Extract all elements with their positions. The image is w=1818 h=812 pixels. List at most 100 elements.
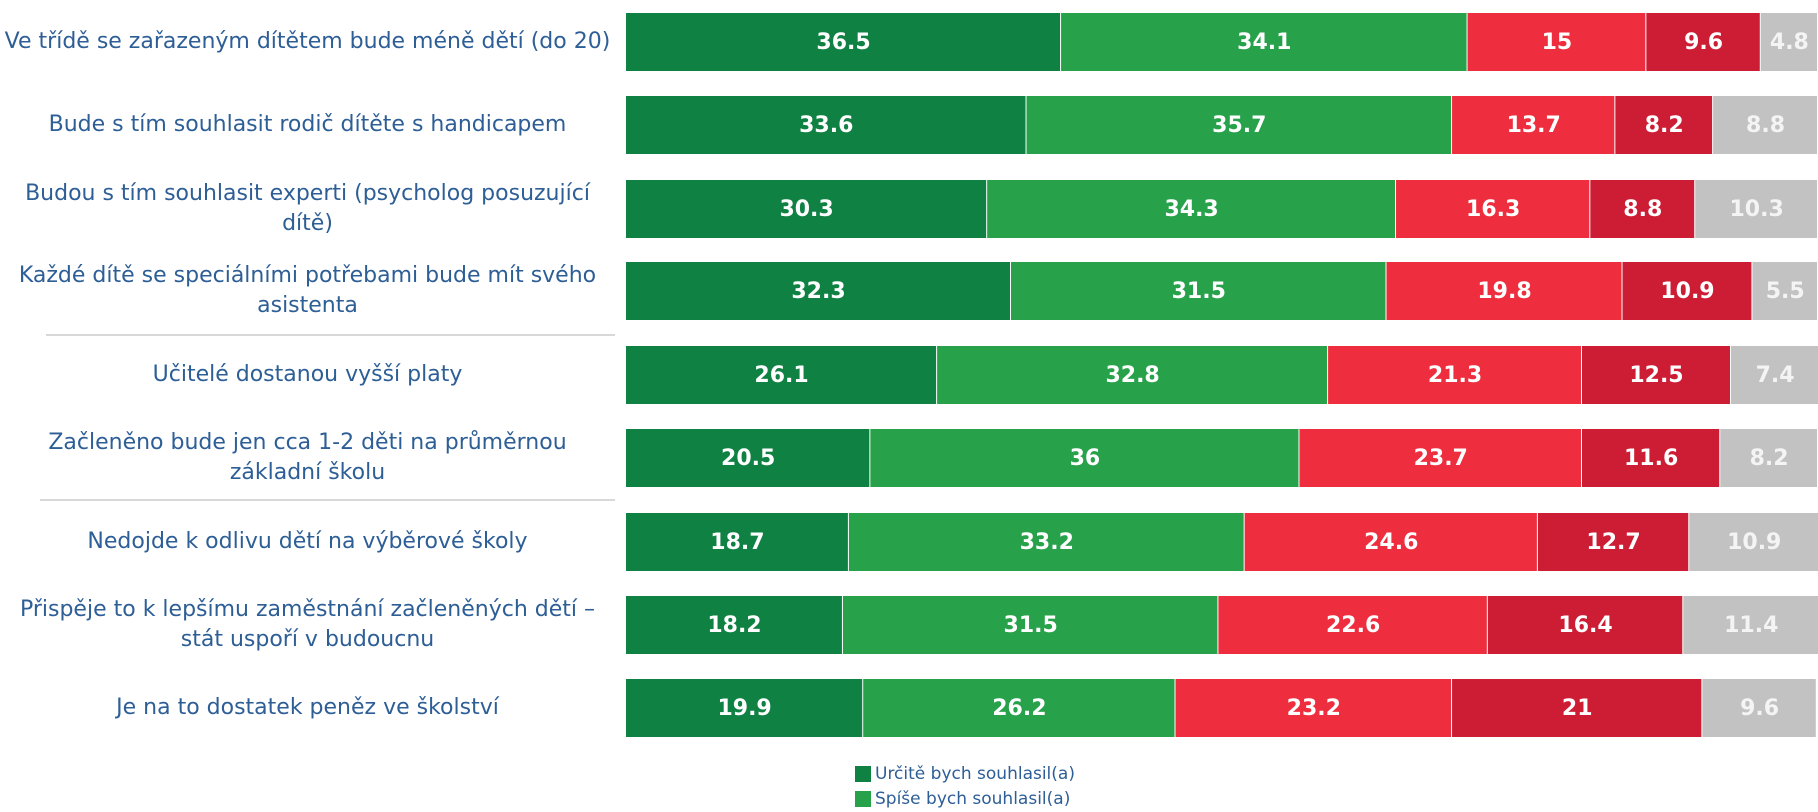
value-label: 30.3 (779, 197, 833, 222)
value-label: 22.6 (1326, 613, 1380, 638)
bar-segment (1299, 429, 1581, 487)
bar-segment (1175, 679, 1452, 737)
value-label: 21.3 (1428, 363, 1482, 388)
value-label: 5.5 (1766, 279, 1805, 304)
category-label: Budou s tím souhlasit experti (psycholog… (25, 181, 590, 236)
value-label: 8.8 (1623, 197, 1662, 222)
value-label: 31.5 (1172, 279, 1226, 304)
bar-segment (1581, 429, 1720, 487)
value-label: 4.8 (1770, 30, 1809, 55)
bar-segment (1026, 96, 1452, 154)
bar-segment (1061, 13, 1467, 71)
legend-item: Určitě bych souhlasil(a) (855, 764, 1075, 784)
category-label: Každé dítě se speciálními potřebami bude… (18, 263, 597, 318)
bar-segment (1537, 513, 1689, 571)
bar-segment (1467, 13, 1646, 71)
bar-segment (1396, 180, 1590, 238)
category-label: Ve třídě se zařazeným dítětem bude méně … (4, 29, 611, 54)
legend-label: Spíše bych souhlasil(a) (875, 789, 1071, 809)
bar-segment (1328, 346, 1581, 404)
value-label: 8.2 (1750, 446, 1789, 471)
value-label: 10.9 (1660, 279, 1714, 304)
value-label: 12.7 (1586, 530, 1640, 555)
value-label: 7.4 (1756, 363, 1795, 388)
value-label: 8.2 (1645, 113, 1684, 138)
bar-segment (842, 596, 1218, 654)
bar-segment (937, 346, 1328, 404)
bar-segment (848, 513, 1244, 571)
value-label: 36 (1070, 446, 1101, 471)
bar-segment (1386, 262, 1622, 320)
category-label: Přispěje to k lepšímu zaměstnání začleně… (19, 597, 596, 652)
legend-swatch (855, 791, 871, 807)
value-label: 15 (1542, 30, 1573, 55)
value-label: 10.9 (1727, 530, 1781, 555)
value-label: 34.1 (1237, 30, 1291, 55)
bar-segment (987, 180, 1396, 238)
value-label: 24.6 (1364, 530, 1418, 555)
category-label: Začleněno bude jen cca 1-2 děti na průmě… (48, 430, 567, 485)
bar-segment (1218, 596, 1487, 654)
bar-segment (626, 180, 987, 238)
value-label: 19.9 (717, 696, 771, 721)
bar-segment (1689, 513, 1818, 571)
value-label: 26.1 (754, 363, 808, 388)
bar-segment (1622, 262, 1752, 320)
bar-segment (626, 513, 848, 571)
value-label: 8.8 (1746, 113, 1785, 138)
value-label: 34.3 (1164, 197, 1218, 222)
value-label: 23.2 (1287, 696, 1341, 721)
value-label: 21 (1562, 696, 1593, 721)
value-label: 26.2 (992, 696, 1046, 721)
legend-swatch (855, 766, 871, 782)
bar-segment (626, 346, 937, 404)
bar-segment (1702, 679, 1816, 737)
value-label: 36.5 (816, 30, 870, 55)
value-label: 33.6 (799, 113, 853, 138)
value-label: 16.4 (1558, 613, 1612, 638)
bar-segment (1730, 346, 1818, 404)
bar-segment (1752, 262, 1817, 320)
bar-segment (1713, 96, 1817, 154)
value-label: 20.5 (721, 446, 775, 471)
value-label: 9.6 (1740, 696, 1779, 721)
value-label: 18.7 (710, 530, 764, 555)
legend-label: Určitě bych souhlasil(a) (875, 764, 1075, 784)
value-label: 18.2 (707, 613, 761, 638)
bar-segment (626, 96, 1026, 154)
value-label: 13.7 (1507, 113, 1561, 138)
bar-segment (1487, 596, 1683, 654)
bar-segment (1720, 429, 1817, 487)
value-label: 19.8 (1477, 279, 1531, 304)
bar-segment (626, 262, 1011, 320)
category-label: Učitelé dostanou vyšší platy (152, 362, 463, 387)
bar-segment (626, 429, 870, 487)
bar-segment (626, 679, 863, 737)
value-label: 9.6 (1684, 30, 1723, 55)
bar-segment (1452, 96, 1615, 154)
bar-segment (1695, 180, 1817, 238)
value-label: 11.4 (1724, 613, 1778, 638)
bar-segment (1760, 13, 1817, 71)
bar-segment (626, 596, 842, 654)
bar-segment (1590, 180, 1695, 238)
value-label: 23.7 (1414, 446, 1468, 471)
bar-segment (626, 13, 1061, 71)
bar-segment (1581, 346, 1730, 404)
value-label: 32.8 (1105, 363, 1159, 388)
bar-segment (870, 429, 1299, 487)
bar-segment (1683, 596, 1818, 654)
bar-segment (1452, 679, 1702, 737)
value-label: 31.5 (1004, 613, 1058, 638)
value-label: 16.3 (1466, 197, 1520, 222)
legend-item: Spíše bych souhlasil(a) (855, 789, 1070, 809)
category-label: Nedojde k odlivu dětí na výběrové školy (87, 529, 528, 554)
bar-segment (1011, 262, 1386, 320)
category-label: Bude s tím souhlasit rodič dítěte s hand… (48, 112, 567, 137)
value-label: 11.6 (1624, 446, 1678, 471)
bar-segment (1615, 96, 1713, 154)
value-label: 33.2 (1020, 530, 1074, 555)
value-label: 10.3 (1729, 197, 1783, 222)
bar-segment (1244, 513, 1537, 571)
